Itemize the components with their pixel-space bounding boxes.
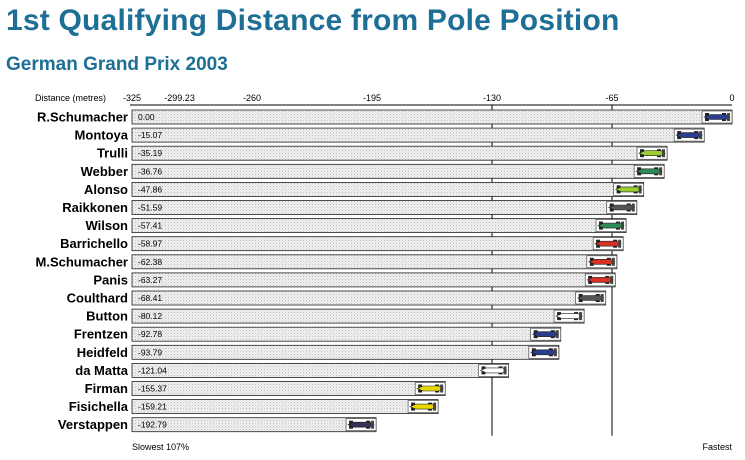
car-icon — [673, 128, 705, 142]
value-label: -35.19 — [138, 148, 162, 158]
bar — [131, 254, 618, 270]
footer-slowest: Slowest 107% — [132, 442, 189, 452]
car-icon — [636, 146, 668, 160]
driver-label: Firman — [85, 381, 128, 396]
bar — [131, 181, 645, 197]
bar — [131, 290, 607, 306]
car-icon — [553, 309, 585, 323]
car-icon — [586, 255, 618, 269]
driver-label: Wilson — [86, 218, 129, 233]
driver-label: Trulli — [97, 146, 128, 161]
car-icon — [345, 418, 377, 432]
x-tick-label: -325 — [123, 93, 141, 103]
value-label: -68.41 — [138, 293, 162, 303]
x-tick-label: -299.23 — [164, 93, 195, 103]
car-icon — [407, 400, 439, 413]
value-label: -58.97 — [138, 239, 162, 249]
bar — [131, 381, 446, 396]
car-icon — [595, 219, 627, 232]
bar — [131, 272, 616, 288]
chart-title: 1st Qualifying Distance from Pole Positi… — [6, 4, 620, 37]
x-tick-label: -65 — [605, 93, 618, 103]
x-tick-label: 0 — [729, 93, 734, 103]
driver-label: R.Schumacher — [37, 110, 128, 125]
driver-label: Button — [86, 309, 128, 324]
bar — [131, 417, 377, 433]
bar — [131, 218, 627, 234]
x-tick-label: -130 — [483, 93, 501, 103]
bar — [131, 362, 509, 378]
value-label: -62.38 — [138, 257, 162, 267]
car-icon — [633, 165, 665, 178]
car-icon — [414, 382, 446, 395]
value-label: -155.37 — [138, 384, 167, 394]
driver-label: Heidfeld — [77, 345, 128, 360]
driver-label: Barrichello — [60, 236, 128, 251]
car-icon — [606, 201, 638, 214]
value-label: -63.27 — [138, 275, 162, 285]
driver-label: Montoya — [75, 128, 129, 143]
car-icon — [701, 110, 733, 124]
car-icon — [528, 345, 560, 359]
bar — [131, 163, 665, 179]
car-icon — [478, 364, 509, 377]
value-label: -47.86 — [138, 184, 162, 194]
driver-label: Panis — [93, 272, 128, 287]
driver-label: Alonso — [84, 182, 128, 197]
value-label: -92.78 — [138, 329, 162, 339]
car-icon — [613, 183, 644, 196]
value-label: -192.79 — [138, 420, 167, 430]
value-label: -93.79 — [138, 347, 162, 357]
bar — [131, 399, 439, 415]
value-label: -57.41 — [138, 221, 162, 231]
value-label: -159.21 — [138, 402, 167, 412]
value-label: 0.00 — [138, 112, 155, 122]
bar — [131, 344, 560, 360]
footer-fastest: Fastest — [702, 442, 732, 452]
value-label: -121.04 — [138, 365, 167, 375]
x-tick-label: -260 — [243, 93, 261, 103]
driver-label: Webber — [81, 164, 128, 179]
value-label: -51.59 — [138, 203, 162, 213]
car-icon — [584, 273, 616, 287]
car-icon — [575, 291, 607, 305]
driver-label: Coulthard — [67, 291, 128, 306]
bar — [131, 200, 638, 215]
x-axis-label: Distance (metres) — [35, 93, 106, 103]
value-label: -36.76 — [138, 166, 162, 176]
driver-label: M.Schumacher — [36, 254, 128, 269]
car-icon — [592, 237, 624, 250]
chart-subtitle: German Grand Prix 2003 — [6, 54, 228, 75]
driver-label: Verstappen — [58, 417, 128, 432]
bar — [131, 109, 733, 125]
bar — [131, 145, 668, 161]
bar — [131, 308, 585, 324]
driver-label: da Matta — [75, 363, 129, 378]
driver-label: Frentzen — [74, 327, 128, 342]
x-tick-label: -195 — [363, 93, 381, 103]
bar — [131, 127, 705, 143]
car-icon — [530, 327, 562, 341]
driver-label: Fisichella — [69, 399, 129, 414]
driver-label: Raikkonen — [62, 200, 128, 215]
value-label: -80.12 — [138, 311, 162, 321]
value-label: -15.07 — [138, 130, 162, 140]
bar — [131, 326, 562, 342]
bar — [131, 236, 624, 252]
